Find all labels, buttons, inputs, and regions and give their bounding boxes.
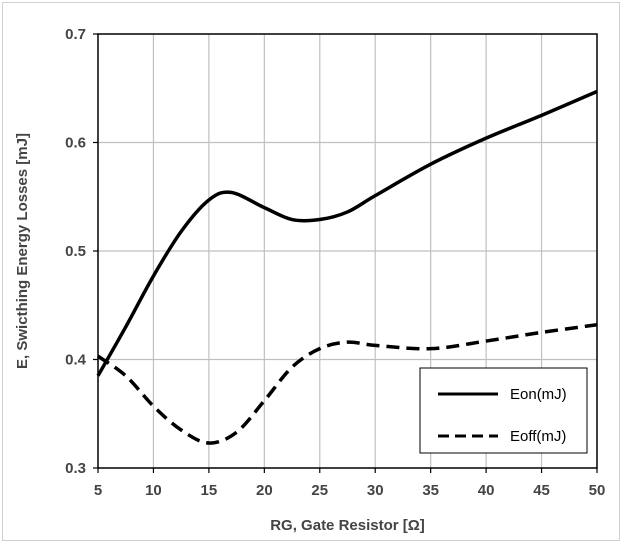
y-tick-label: 0.4: [65, 352, 87, 369]
x-tick-label: 5: [94, 482, 102, 499]
x-axis-title: RG, Gate Resistor [Ω]: [270, 517, 425, 534]
x-tick-label: 15: [201, 482, 218, 499]
x-tick-label: 45: [533, 482, 550, 499]
plot-area-border: [97, 33, 598, 469]
x-tick-label: 25: [311, 482, 328, 499]
y-tick-label: 0.7: [65, 26, 86, 43]
y-tick-label: 0.3: [65, 460, 86, 477]
x-tick-label: 10: [145, 482, 162, 499]
x-tick-label: 20: [256, 482, 273, 499]
series-lines: [96, 89, 598, 445]
legend-label-eoff: Eoff(mJ): [510, 428, 566, 445]
x-tick-label: 40: [478, 482, 495, 499]
series-line-eoff: [96, 323, 598, 445]
legend-label-eon: Eon(mJ): [510, 386, 567, 403]
x-tick-label: 30: [367, 482, 384, 499]
y-tick-label: 0.6: [65, 135, 86, 152]
legend-box: [419, 367, 588, 454]
x-tick-label: 50: [589, 482, 606, 499]
series-line-eon: [96, 89, 598, 377]
y-axis-title: E, Swicthing Energy Losses [mJ]: [14, 133, 31, 369]
y-tick-labels: 0.3 0.4 0.5 0.6 0.7: [65, 26, 87, 477]
legend: Eon(mJ) Eoff(mJ): [419, 367, 588, 454]
x-tick-labels: 5 10 15 20 25 30 35 40 45 50: [94, 482, 606, 499]
x-tick-label: 35: [422, 482, 439, 499]
y-tick-label: 0.5: [65, 243, 86, 260]
